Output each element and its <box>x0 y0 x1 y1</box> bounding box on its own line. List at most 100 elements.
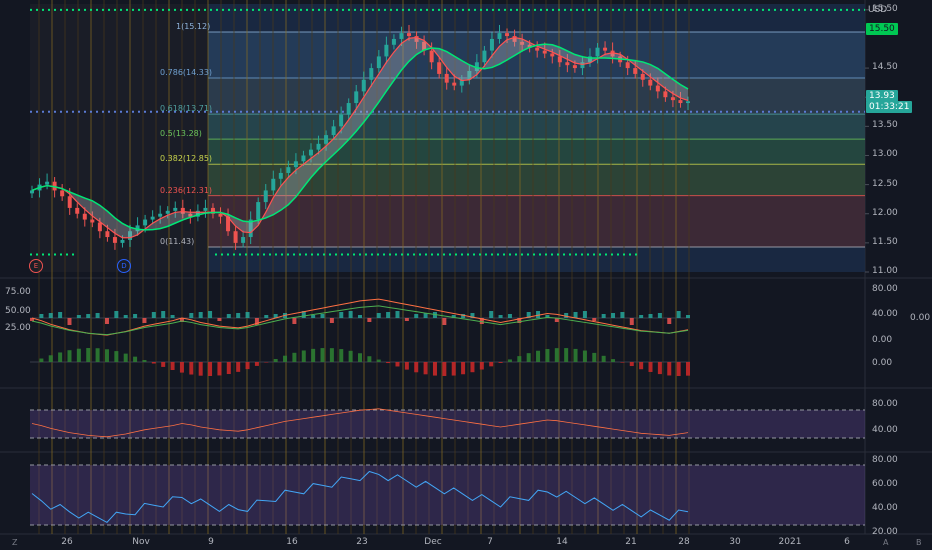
time-axis-label: 30 <box>729 537 741 547</box>
histogram-bar <box>170 362 175 371</box>
macd-bar <box>414 314 419 318</box>
histogram-bar <box>395 362 400 367</box>
session-stripe <box>77 0 79 534</box>
macd-bar <box>320 314 325 318</box>
macd-bar <box>245 312 250 318</box>
dividend-event-icon[interactable]: D <box>117 259 131 273</box>
macd-bar <box>451 315 456 318</box>
histogram-bar <box>414 362 419 373</box>
session-stripe <box>298 0 300 534</box>
candle-body <box>422 41 427 51</box>
histogram-bar <box>76 348 81 362</box>
candle-body <box>248 219 253 238</box>
fib-zone <box>208 139 865 165</box>
session-stripe <box>259 0 261 534</box>
rsi1-line <box>31 408 689 438</box>
time-axis-label: 16 <box>286 537 298 547</box>
histogram-bar <box>451 362 456 376</box>
macd-bar <box>582 311 587 318</box>
histogram-bar <box>686 362 690 376</box>
session-stripe <box>623 0 625 534</box>
macd-bar <box>198 312 203 318</box>
macd-bar <box>48 313 53 318</box>
candle-body <box>286 167 291 173</box>
histogram-bar <box>339 349 344 362</box>
histogram-tick: 0.00 <box>872 358 893 368</box>
session-stripe <box>441 0 443 534</box>
time-axis-label: 26 <box>61 537 73 547</box>
rsi1-band <box>30 410 865 438</box>
candle-body <box>550 53 555 57</box>
macd-bar <box>226 314 231 318</box>
session-stripe <box>454 0 456 534</box>
session-stripe <box>467 0 469 534</box>
histogram-bar <box>283 355 288 362</box>
candle-body <box>459 79 464 86</box>
macd-bar <box>517 318 522 323</box>
candle-body <box>520 41 525 45</box>
macd-bar <box>564 313 569 318</box>
candle-body <box>346 103 351 115</box>
auto-scale-button[interactable]: A <box>883 538 889 547</box>
candle-body <box>158 213 163 217</box>
histogram-bar <box>114 351 119 362</box>
candle-body <box>188 213 193 217</box>
histogram-bar <box>329 348 334 362</box>
macd-left-tick-2: 50.00 <box>5 306 31 316</box>
candle-body <box>391 38 396 45</box>
macd-bar <box>151 312 156 318</box>
macd-bar <box>264 315 269 318</box>
candle-body <box>293 161 298 168</box>
candle-body <box>565 62 570 66</box>
fib-level-label: 1(15.12) <box>176 21 211 31</box>
macd-bar <box>639 315 644 318</box>
candle-body <box>384 44 389 57</box>
session-stripe <box>584 0 586 534</box>
fib-level-label: 0.382(12.85) <box>160 154 213 164</box>
time-axis-label: 7 <box>487 537 493 547</box>
rsi2-band <box>30 465 865 525</box>
histogram-bar <box>442 362 447 376</box>
histogram-bar <box>629 362 634 367</box>
histogram-bar <box>592 352 597 362</box>
histogram-bar <box>217 362 222 376</box>
candle-body <box>655 85 660 92</box>
candle-body <box>67 196 72 208</box>
macd-bar <box>329 318 334 323</box>
fast-ma-line <box>31 36 689 239</box>
time-axis-label: 21 <box>625 537 637 547</box>
macd-bar <box>292 318 297 324</box>
zoom-reset-button[interactable]: Z <box>12 538 18 547</box>
candle-body <box>195 210 200 217</box>
time-axis-label: 9 <box>208 537 214 547</box>
session-stripe <box>103 0 105 534</box>
candle-body <box>505 33 510 37</box>
session-stripe <box>688 0 690 534</box>
candle-body <box>610 50 615 57</box>
session-stripe <box>675 0 677 534</box>
candle-body <box>301 155 306 162</box>
candle-body <box>437 62 442 74</box>
macd-bar <box>133 314 138 318</box>
candle-body <box>686 101 690 104</box>
last-price-tag: 13.93 <box>866 90 898 102</box>
earnings-event-icon[interactable]: E <box>29 259 43 273</box>
candle-body <box>557 56 562 63</box>
histogram-bar <box>545 349 550 362</box>
macd-bar <box>554 318 559 322</box>
session-stripe <box>662 0 664 534</box>
macd-bar <box>470 313 475 318</box>
session-stripe <box>480 0 482 534</box>
log-scale-button[interactable]: B <box>916 538 922 547</box>
price-tick: 11.00 <box>872 266 898 276</box>
fib-zone <box>208 31 865 78</box>
price-tick: 15.50 <box>872 3 898 14</box>
histogram-bar <box>620 362 625 363</box>
macd-bar <box>170 315 175 318</box>
macd-line <box>31 298 689 336</box>
macd-bar <box>236 313 241 318</box>
rsi2-tick-3: 40.00 <box>872 503 898 513</box>
histogram-bar <box>189 362 194 375</box>
